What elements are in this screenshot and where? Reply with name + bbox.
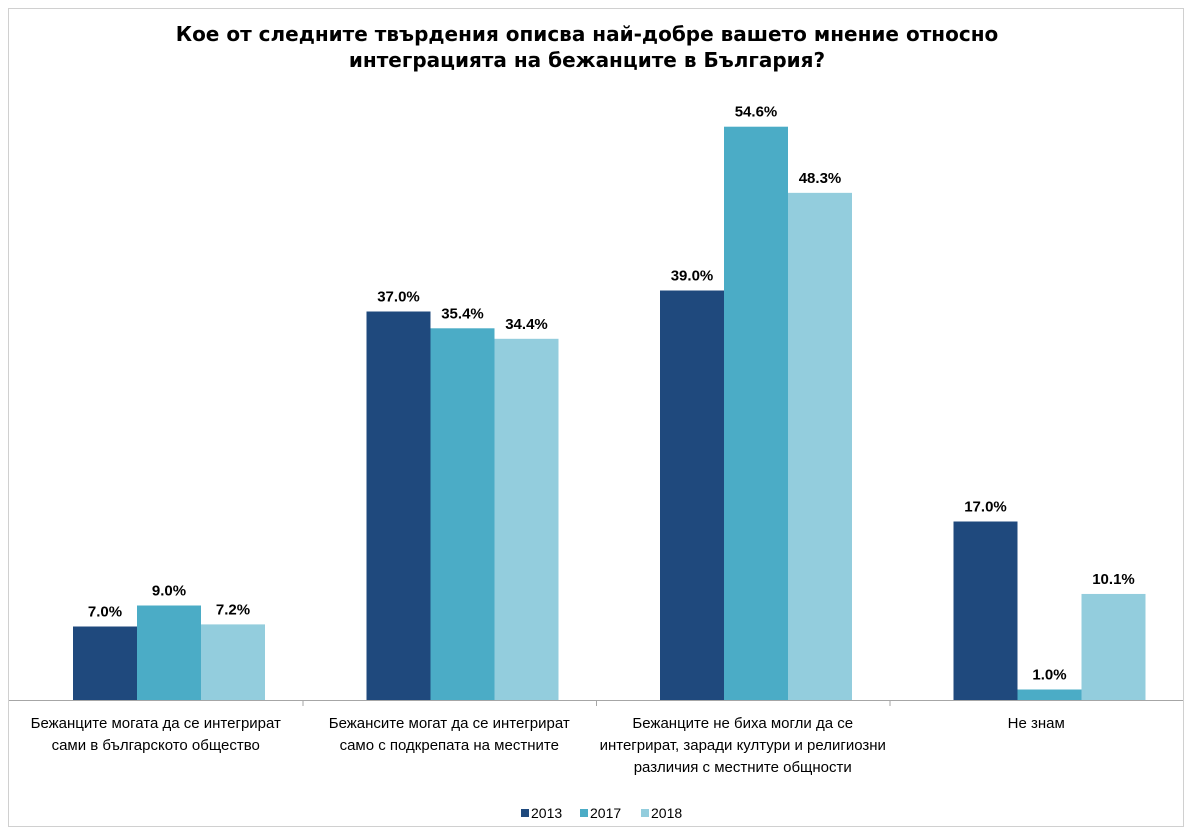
bar-2013-category-2 xyxy=(366,311,431,700)
category-label-line: Бежансите могат да се интегрират xyxy=(329,715,570,732)
bar-2018-category-3 xyxy=(788,192,852,700)
category-label-3: Бежанците не биха могли да се интегрират,… xyxy=(600,715,886,776)
value-label-2018-category-3: 48.3% xyxy=(799,170,842,187)
category-label-line: различия с местните общности xyxy=(634,759,852,776)
value-label-2018-category-1: 7.2% xyxy=(216,601,250,618)
chart-title-line: интеграцията на бежанците в България? xyxy=(349,48,825,72)
bar-2017-category-4 xyxy=(1017,689,1082,700)
category-label-1: Бежанците могата да се интегрират сами в … xyxy=(31,715,281,754)
value-label-2017-category-1: 9.0% xyxy=(152,583,186,600)
bar-2018-category-4 xyxy=(1081,593,1146,700)
bar-2018-category-1 xyxy=(201,624,265,700)
category-label-line: Не знам xyxy=(1008,715,1065,732)
category-label-4: Не знам xyxy=(1008,715,1065,732)
value-label-2017-category-3: 54.6% xyxy=(735,104,778,121)
legend: 2013 2017 2018 xyxy=(521,805,682,821)
legend-swatch-2013 xyxy=(521,809,529,817)
value-label-2018-category-2: 34.4% xyxy=(505,316,548,333)
value-label-2013-category-2: 37.0% xyxy=(377,289,420,306)
legend-swatch-2018 xyxy=(641,809,649,817)
category-label-line: Бежанците не биха могли да се xyxy=(632,715,853,732)
bar-chart: Кое от следните твърдения описва най-доб… xyxy=(9,22,1183,821)
category-label-line: само с подкрепата на местните xyxy=(340,737,559,754)
legend-label-2018: 2018 xyxy=(651,805,682,821)
legend-label-2017: 2017 xyxy=(590,805,621,821)
value-label-2013-category-1: 7.0% xyxy=(88,604,122,621)
value-label-2013-category-4: 17.0% xyxy=(964,499,1007,516)
legend-swatch-2017 xyxy=(580,809,588,817)
value-labels: 7.0% 9.0% 7.2% 37.0% 35.4% 34.4% 39.0% 54.6% 48.… xyxy=(88,104,1135,684)
legend-label-2013: 2013 xyxy=(531,805,562,821)
bar-2013-category-3 xyxy=(660,290,724,700)
value-label-2018-category-4: 10.1% xyxy=(1092,571,1135,588)
category-label-line: сами в българското общество xyxy=(52,737,260,754)
bar-2013-category-1 xyxy=(73,626,137,700)
legend-item-2013: 2013 xyxy=(521,805,562,821)
category-label-line: Бежанците могата да се интегрират xyxy=(31,715,281,732)
chart-title-line: Кое от следните твърдения описва най-доб… xyxy=(176,22,999,46)
legend-item-2017: 2017 xyxy=(580,805,621,821)
category-label-line: интегрират, заради култури и религиозни xyxy=(600,737,886,754)
legend-item-2018: 2018 xyxy=(641,805,682,821)
bar-2017-category-3 xyxy=(724,126,788,700)
x-axis xyxy=(9,700,1183,706)
chart-frame: Кое от следните твърдения описва най-доб… xyxy=(8,8,1184,827)
chart-title: Кое от следните твърдения описва най-доб… xyxy=(176,22,999,72)
value-label-2013-category-3: 39.0% xyxy=(671,268,714,285)
bar-2017-category-1 xyxy=(137,605,201,700)
bar-2017-category-2 xyxy=(430,328,495,700)
value-label-2017-category-2: 35.4% xyxy=(441,305,484,322)
category-labels: Бежанците могата да се интегрират сами в … xyxy=(31,715,1065,776)
value-label-2017-category-4: 1.0% xyxy=(1032,667,1066,684)
bars xyxy=(73,126,1146,700)
category-label-2: Бежансите могат да се интегрират само с п… xyxy=(329,715,570,754)
bar-2013-category-4 xyxy=(953,521,1018,700)
bar-2018-category-2 xyxy=(494,338,559,700)
